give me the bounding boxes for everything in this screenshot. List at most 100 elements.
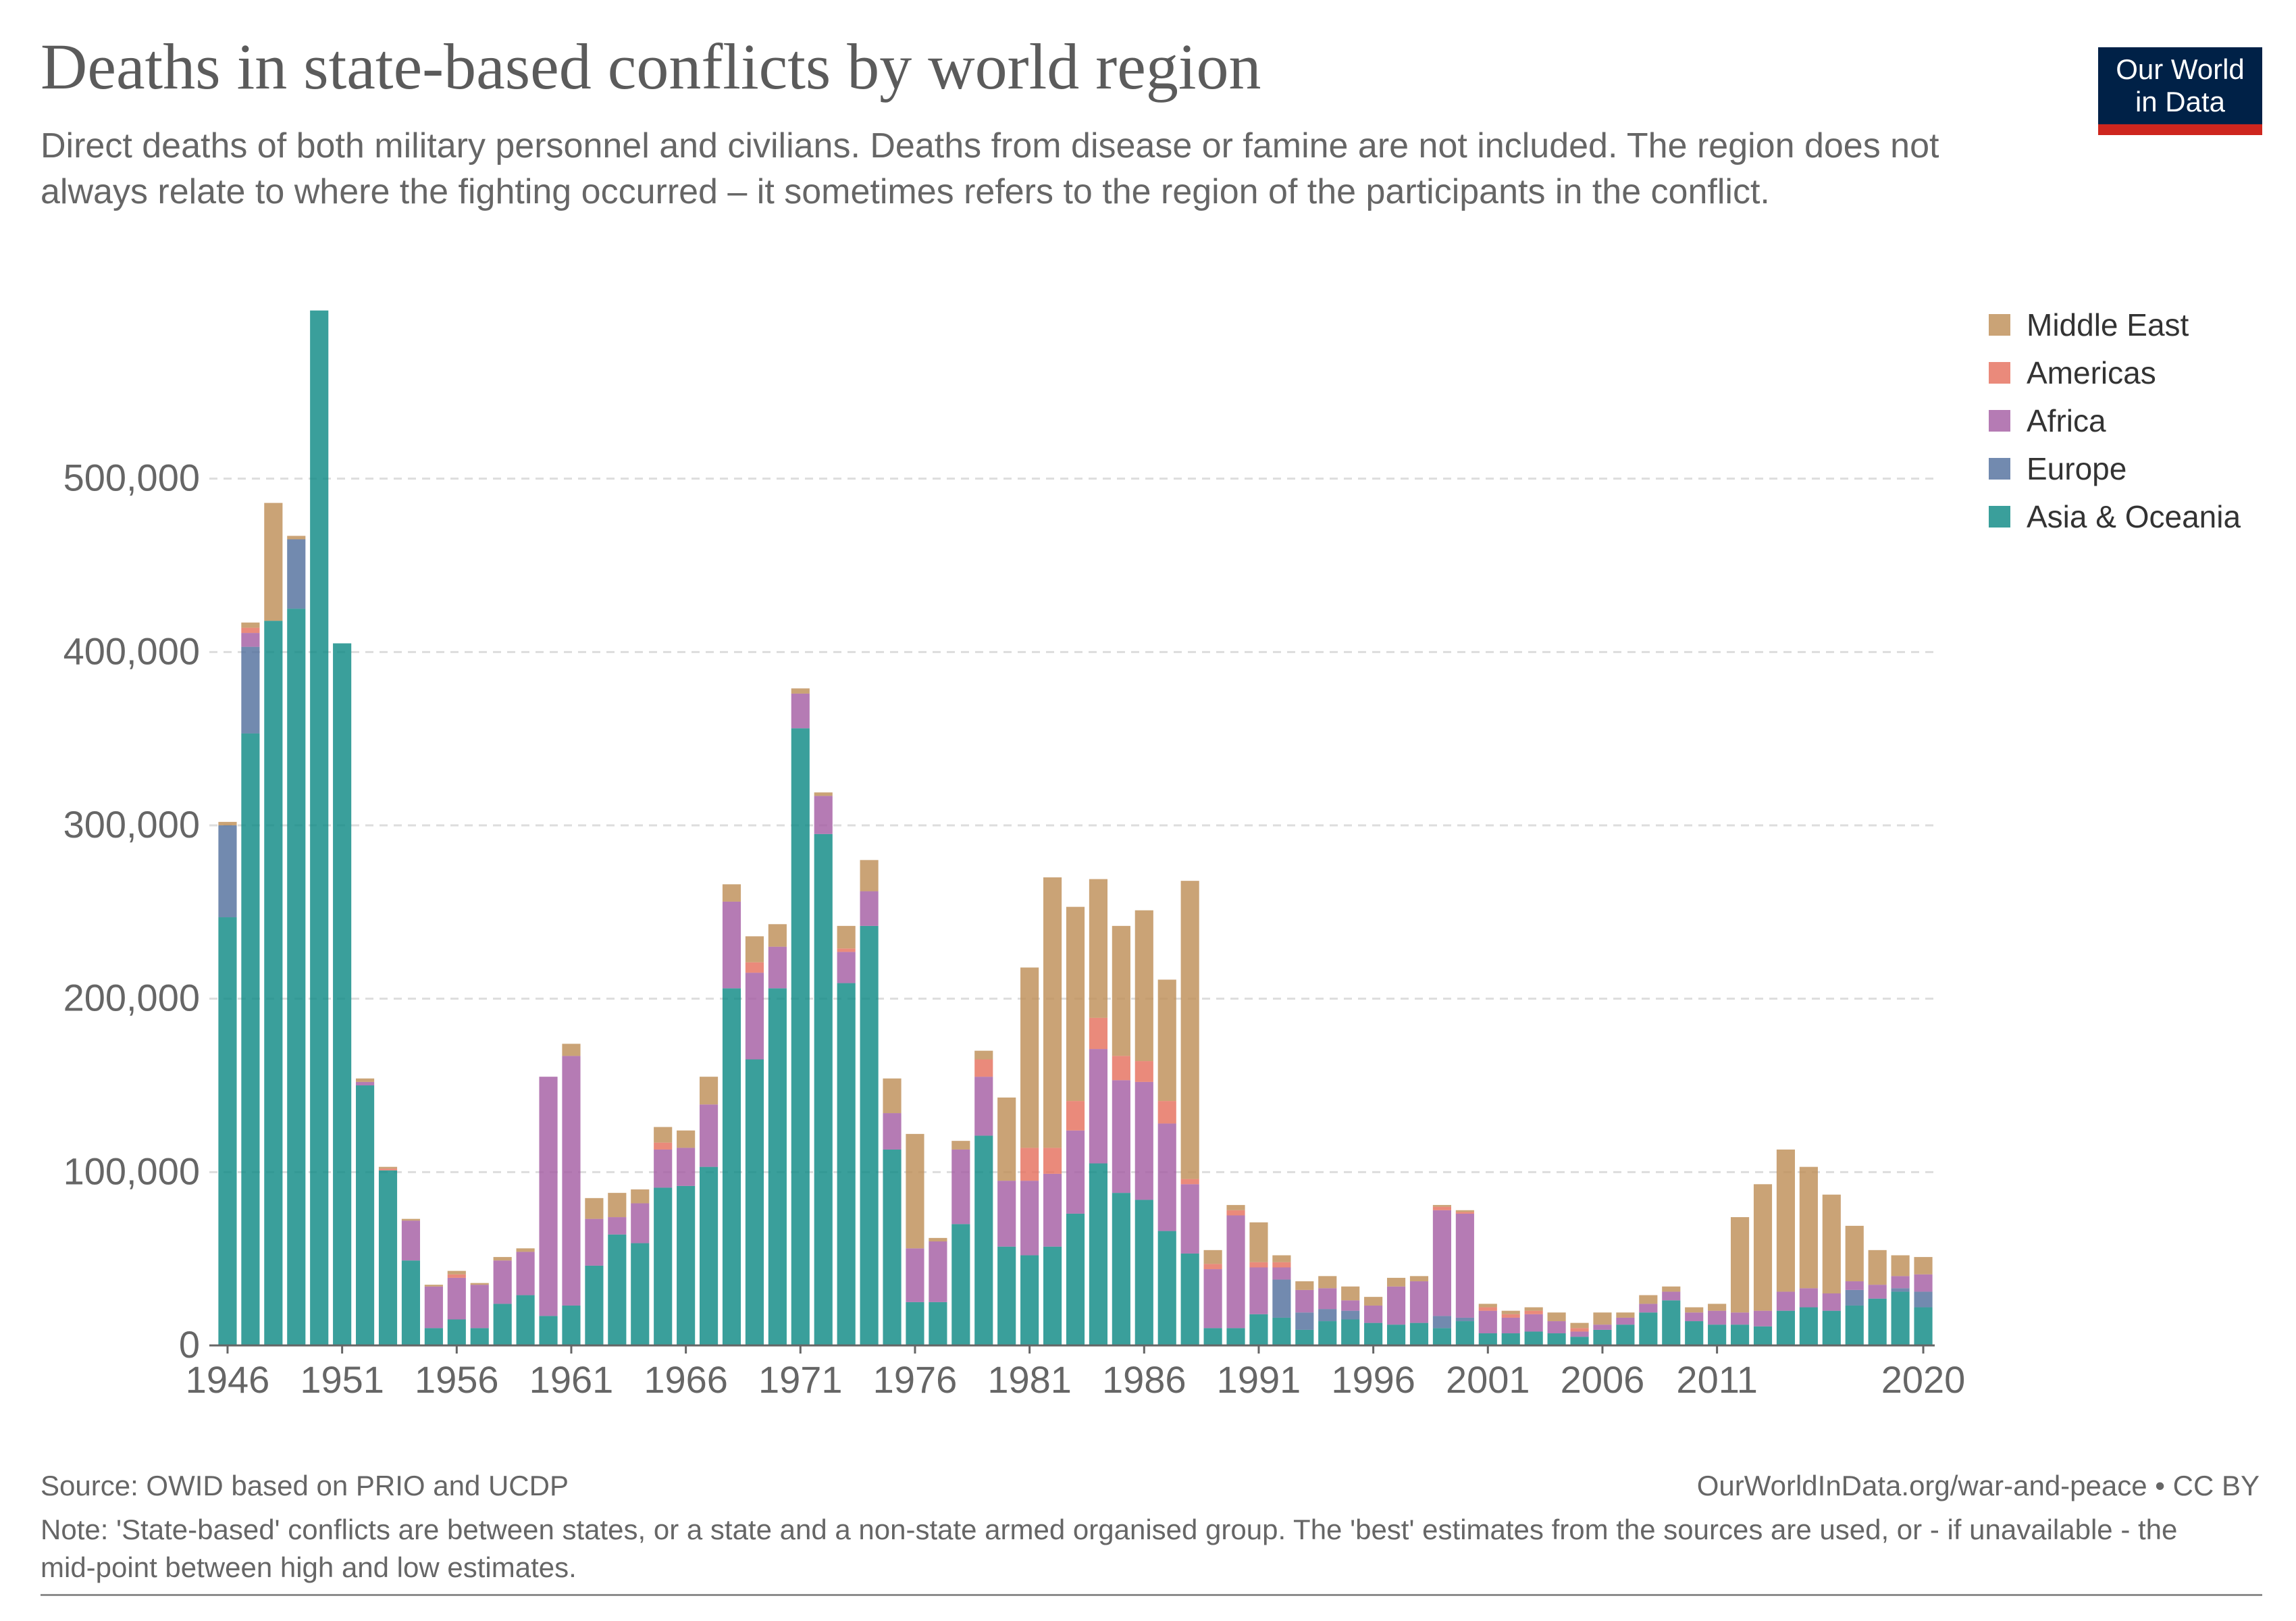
bar-middle-east-1982	[1043, 877, 1062, 1148]
bar-africa-1966	[677, 1148, 696, 1186]
bar-africa-1955	[424, 1286, 443, 1329]
bar-middle-east-1990	[1226, 1205, 1245, 1210]
bar-middle-east-2020	[1914, 1257, 1933, 1275]
bar-asia-oceania-1965	[654, 1187, 673, 1345]
bar-asia-oceania-1988	[1180, 1253, 1199, 1345]
x-tick-label: 1961	[529, 1358, 614, 1401]
bar-asia-oceania-1967	[699, 1166, 719, 1345]
bar-africa-1990	[1226, 1215, 1245, 1329]
bar-asia-oceania-1964	[631, 1243, 650, 1345]
bar-middle-east-2000	[1455, 1210, 1474, 1212]
owid-logo[interactable]: Our World in Data	[2098, 47, 2262, 135]
bar-middle-east-1967	[699, 1077, 719, 1105]
bar-middle-east-2005	[1570, 1322, 1589, 1329]
bar-africa-1978	[951, 1149, 970, 1225]
x-tick-label: 1981	[987, 1358, 1072, 1401]
bar-africa-1961	[562, 1056, 581, 1306]
bar-africa-1992	[1272, 1267, 1291, 1280]
y-tick-label: 300,000	[63, 803, 200, 846]
bar-africa-1954	[401, 1220, 421, 1261]
bar-americas-1986	[1134, 1061, 1153, 1082]
bar-africa-1995	[1341, 1300, 1360, 1311]
bar-middle-east-1971	[791, 688, 810, 694]
bar-africa-1972	[814, 796, 833, 834]
bar-middle-east-1989	[1203, 1250, 1222, 1264]
chart-subtitle: Direct deaths of both military personnel…	[41, 126, 1939, 211]
bar-middle-east-2001	[1478, 1304, 1497, 1308]
bar-asia-oceania-1955	[424, 1328, 443, 1345]
bar-middle-east-1974	[860, 860, 879, 892]
bar-asia-oceania-1947	[241, 733, 260, 1345]
bar-asia-oceania-1960	[539, 1316, 558, 1345]
bar-africa-2014	[1776, 1291, 1796, 1311]
bar-americas-1947	[241, 627, 260, 634]
bar-africa-2017	[1845, 1281, 1864, 1290]
bar-asia-oceania-1961	[562, 1305, 581, 1345]
bar-africa-2000	[1455, 1213, 1474, 1318]
bar-africa-2009	[1662, 1291, 1681, 1301]
bottom-divider	[41, 1594, 2262, 1596]
bar-middle-east-1977	[929, 1237, 947, 1241]
bar-africa-1957	[470, 1285, 489, 1329]
x-tick-label: 1996	[1331, 1358, 1415, 1401]
legend-item-middle-east[interactable]: Middle East	[1989, 301, 2241, 349]
bar-asia-oceania-1999	[1432, 1328, 1452, 1345]
bar-africa-2013	[1753, 1310, 1773, 1327]
bar-middle-east-2015	[1799, 1166, 1818, 1289]
x-tick-label: 2020	[1881, 1358, 1966, 1401]
x-tick-label: 1966	[644, 1358, 728, 1401]
bar-americas-1987	[1157, 1101, 1176, 1124]
bar-americas-1979	[974, 1059, 993, 1077]
bar-middle-east-1949	[287, 536, 306, 540]
bar-africa-2005	[1570, 1331, 1589, 1337]
bar-africa-2003	[1524, 1314, 1543, 1332]
bar-middle-east-1955	[424, 1285, 443, 1287]
bar-middle-east-1998	[1409, 1276, 1429, 1282]
legend-item-americas[interactable]: Americas	[1989, 349, 2241, 396]
bar-asia-oceania-2014	[1776, 1310, 1796, 1345]
bar-asia-oceania-1986	[1134, 1200, 1153, 1345]
logo-line-2: in Data	[2135, 86, 2226, 118]
bar-africa-1994	[1318, 1288, 1337, 1310]
x-tick-label: 2001	[1446, 1358, 1530, 1401]
bar-asia-oceania-2006	[1593, 1329, 1612, 1345]
bar-middle-east-1993	[1295, 1281, 1314, 1290]
bar-middle-east-2004	[1547, 1312, 1566, 1322]
source-link[interactable]: OurWorldInData.org/war-and-peace • CC BY	[1696, 1470, 2260, 1501]
bar-asia-oceania-1974	[860, 925, 879, 1345]
bar-americas-2000	[1455, 1212, 1474, 1214]
bar-americas-2002	[1501, 1314, 1520, 1318]
bar-asia-oceania-2017	[1845, 1305, 1864, 1345]
legend-label: Middle East	[2027, 307, 2189, 342]
bar-africa-1984	[1089, 1049, 1108, 1164]
chart-legend: Middle East Americas Africa Europe Asia & Oc…	[1989, 301, 2241, 540]
bar-asia-oceania-1973	[837, 983, 856, 1345]
bar-americas-2003	[1524, 1310, 1543, 1314]
bar-middle-east-1983	[1066, 906, 1085, 1102]
bar-africa-1952	[355, 1081, 375, 1085]
bar-middle-east-1957	[470, 1283, 489, 1285]
legend-swatch	[1989, 361, 2010, 384]
bar-asia-oceania-1995	[1341, 1319, 1360, 1345]
bar-middle-east-2006	[1593, 1312, 1612, 1325]
legend-item-africa[interactable]: Africa	[1989, 396, 2241, 444]
bar-asia-oceania-2011	[1708, 1324, 1727, 1345]
bar-middle-east-2019	[1891, 1255, 1910, 1277]
bar-asia-oceania-2010	[1685, 1321, 1704, 1345]
bar-africa-1979	[974, 1077, 993, 1136]
bar-middle-east-1992	[1272, 1255, 1291, 1262]
bar-americas-1989	[1203, 1264, 1222, 1270]
bar-africa-1985	[1112, 1080, 1130, 1193]
bar-africa-2008	[1639, 1304, 1658, 1313]
x-tick-label: 1976	[873, 1358, 958, 1401]
bar-middle-east-2009	[1662, 1286, 1681, 1292]
bar-europe-2000	[1455, 1317, 1474, 1322]
bar-europe-1994	[1318, 1309, 1337, 1322]
bar-europe-1949	[287, 539, 306, 609]
legend-item-europe[interactable]: Europe	[1989, 444, 2241, 492]
bar-asia-oceania-2018	[1868, 1298, 1887, 1345]
bar-middle-east-1959	[516, 1248, 535, 1252]
bar-asia-oceania-1954	[401, 1260, 421, 1345]
legend-item-asia-oceania[interactable]: Asia & Oceania	[1989, 492, 2241, 540]
bar-middle-east-2013	[1753, 1184, 1773, 1311]
